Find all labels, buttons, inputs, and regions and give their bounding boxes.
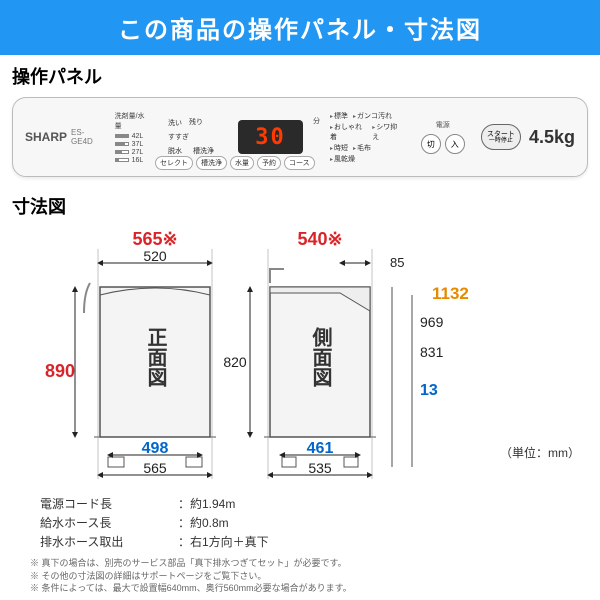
side-h1: 969 [420, 314, 444, 330]
side-h2: 831 [420, 344, 444, 360]
water-button[interactable]: 水量 [230, 156, 254, 170]
course-button[interactable]: コース [284, 156, 315, 170]
level-0: 42L [132, 133, 144, 140]
spec-2-l: 排水ホース取出 [40, 533, 170, 550]
timer-button[interactable]: 予約 [257, 156, 281, 170]
side-left-h: 820 [223, 354, 247, 370]
front-top-red: 565※ [132, 229, 177, 249]
side-h-orange: 1132 [432, 284, 469, 303]
dimensions-svg: 正面図 565※ 520 890 498 565 側面図 540※ 85 820… [20, 227, 580, 487]
tankclean-button[interactable]: 槽洗浄 [196, 156, 227, 170]
wash-stage-block: 洗い 残り すすぎ 脱水 槽洗浄 [164, 117, 218, 157]
modes-block: 標準ガンコ汚れ おしゃれ着シワ抑え 時短毛布 風乾燥 [330, 111, 403, 164]
mode-2: 時短 [330, 143, 348, 153]
select-button[interactable]: セレクト [155, 156, 193, 170]
front-top: 520 [143, 248, 167, 264]
weight-label: 4.5kg [529, 127, 575, 148]
digital-display: 30 [238, 120, 303, 154]
side-b-blue: 461 [307, 440, 334, 457]
mode-r0: ガンコ汚れ [353, 111, 392, 121]
specs-block: 電源コード長 ：約1.94m 給水ホース長 ：約0.8m 排水ホース取出 ：右1方向＋… [0, 492, 600, 553]
front-label: 正面図 [144, 327, 167, 387]
side-b: 535 [308, 460, 332, 476]
power-off-button[interactable]: 切 [421, 134, 441, 154]
start-sub: 一時停止 [489, 138, 513, 144]
section-dims-title: 寸法図 [0, 185, 600, 227]
side-h-blue: 13 [420, 382, 438, 399]
levels-header: 洗剤量/水量 [115, 111, 150, 131]
mode-0: 標準 [330, 111, 348, 121]
mode-3: 風乾燥 [330, 154, 355, 164]
side-top-red: 540※ [297, 229, 342, 249]
rinse-label: すすぎ [164, 131, 193, 143]
front-h-red: 890 [45, 361, 75, 381]
water-levels: 洗剤量/水量 42L 37L 27L 16L [115, 111, 150, 164]
side-label: 側面図 [309, 327, 333, 387]
spec-2-v: ：右1方向＋真下 [178, 533, 269, 550]
start-main: スタート [487, 131, 515, 138]
note-2: 条件によっては、最大で設置幅640mm、奥行560mm必要な場合があります。 [30, 582, 570, 595]
unit-label: （単位：mm） [500, 445, 580, 460]
power-block: 電源 切 入 [421, 120, 465, 154]
spec-1-v: ：約0.8m [178, 514, 229, 531]
control-panel: SHARP ES-GE4D 洗剤量/水量 42L 37L 27L 16L 洗い … [12, 97, 588, 177]
start-button[interactable]: スタート 一時停止 [481, 124, 521, 150]
level-3: 16L [132, 157, 144, 164]
note-0: 真下の場合は、別売のサービス部品「真下排水つぎてセット」が必要です。 [30, 557, 570, 570]
mode-r1: シワ抑え [372, 122, 403, 142]
mode-1: おしゃれ着 [330, 122, 367, 142]
spec-0-l: 電源コード長 [40, 495, 170, 512]
brand-label: SHARP [25, 130, 67, 144]
side-top-small: 85 [390, 255, 404, 270]
front-b: 565 [143, 460, 167, 476]
dimensions-diagram: 正面図 565※ 520 890 498 565 側面図 540※ 85 820… [0, 227, 600, 492]
disp-left: 残り [189, 117, 203, 129]
front-b-blue: 498 [142, 440, 169, 457]
notes-block: 真下の場合は、別売のサービス部品「真下排水つぎてセット」が必要です。 その他の寸… [0, 553, 600, 599]
section-panel-title: 操作パネル [0, 55, 600, 97]
mode-r2: 毛布 [353, 143, 371, 153]
control-panel-wrap: SHARP ES-GE4D 洗剤量/水量 42L 37L 27L 16L 洗い … [0, 97, 600, 185]
disp-right: 分 [313, 116, 320, 126]
note-1: その他の寸法図の詳細はサポートページをご覧下さい。 [30, 570, 570, 583]
power-label: 電源 [436, 120, 450, 130]
level-1: 37L [132, 141, 144, 148]
model-label: ES-GE4D [71, 128, 105, 146]
header-title: この商品の操作パネル・寸法図 [0, 0, 600, 55]
wash-label: 洗い [164, 117, 186, 129]
spec-1-l: 給水ホース長 [40, 514, 170, 531]
power-on-button[interactable]: 入 [445, 134, 465, 154]
level-2: 27L [132, 149, 144, 156]
spec-0-v: ：約1.94m [178, 495, 235, 512]
display-value: 30 [255, 125, 286, 150]
